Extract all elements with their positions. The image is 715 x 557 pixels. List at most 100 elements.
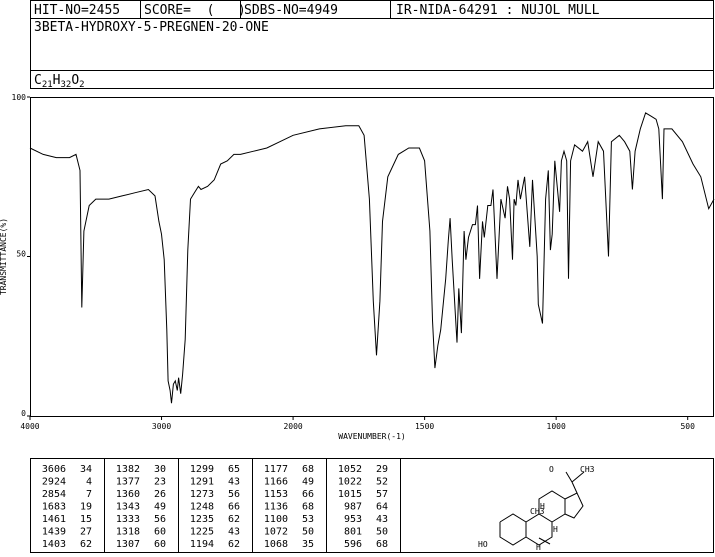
x-tick-label: 4000 bbox=[20, 422, 39, 431]
peak-transmittance: 57 bbox=[376, 489, 388, 500]
peak-transmittance: 50 bbox=[376, 527, 388, 538]
peak-wavenumber: 1022 bbox=[338, 477, 362, 488]
peak-wavenumber: 987 bbox=[344, 502, 362, 513]
peak-transmittance: 50 bbox=[302, 527, 314, 538]
atom-label: O bbox=[549, 465, 554, 474]
peak-transmittance: 56 bbox=[228, 489, 240, 500]
atom-label: H bbox=[553, 525, 558, 534]
atom-label: HO bbox=[478, 540, 488, 549]
peak-wavenumber: 1225 bbox=[190, 527, 214, 538]
peak-transmittance: 64 bbox=[376, 502, 388, 513]
method: IR-NIDA-64291 : NUJOL MULL bbox=[396, 3, 600, 18]
peak-wavenumber: 3606 bbox=[42, 464, 66, 475]
sdbs-no: SDBS-NO=4949 bbox=[244, 3, 338, 18]
atom-label: H bbox=[536, 543, 541, 552]
peak-wavenumber: 1360 bbox=[116, 489, 140, 500]
peak-wavenumber: 1299 bbox=[190, 464, 214, 475]
peak-wavenumber: 1333 bbox=[116, 514, 140, 525]
peak-transmittance: 56 bbox=[154, 514, 166, 525]
peak-transmittance: 66 bbox=[302, 489, 314, 500]
score: SCORE= ( ) bbox=[144, 3, 246, 18]
plot-frame bbox=[30, 97, 714, 417]
peak-transmittance: 29 bbox=[376, 464, 388, 475]
structure-drawing bbox=[499, 471, 585, 546]
element: C bbox=[34, 73, 42, 88]
subscript: 32 bbox=[61, 80, 72, 90]
peak-wavenumber: 1136 bbox=[264, 502, 288, 513]
peak-transmittance: 43 bbox=[228, 527, 240, 538]
x-tick-label: 2000 bbox=[283, 422, 302, 431]
peak-transmittance: 66 bbox=[228, 502, 240, 513]
peak-transmittance: 43 bbox=[228, 477, 240, 488]
element: H bbox=[53, 73, 61, 88]
peak-transmittance: 62 bbox=[228, 539, 240, 550]
peak-transmittance: 65 bbox=[228, 464, 240, 475]
y-tick-label: 0 bbox=[21, 409, 26, 418]
peak-transmittance: 52 bbox=[376, 477, 388, 488]
peak-transmittance: 30 bbox=[154, 464, 166, 475]
peak-transmittance: 49 bbox=[154, 502, 166, 513]
peak-transmittance: 43 bbox=[376, 514, 388, 525]
subscript: 21 bbox=[42, 80, 53, 90]
peak-wavenumber: 596 bbox=[344, 539, 362, 550]
peak-wavenumber: 1015 bbox=[338, 489, 362, 500]
peak-transmittance: 68 bbox=[302, 464, 314, 475]
peak-transmittance: 68 bbox=[376, 539, 388, 550]
peak-transmittance: 60 bbox=[154, 539, 166, 550]
peak-wavenumber: 1291 bbox=[190, 477, 214, 488]
x-axis-label: WAVENUMBER(-1) bbox=[338, 432, 405, 441]
peak-wavenumber: 1403 bbox=[42, 539, 66, 550]
peak-wavenumber: 2854 bbox=[42, 489, 66, 500]
element: O bbox=[71, 73, 79, 88]
atom-label: H bbox=[540, 502, 545, 511]
peak-transmittance: 62 bbox=[80, 539, 92, 550]
peak-wavenumber: 1235 bbox=[190, 514, 214, 525]
spectrum-line bbox=[29, 112, 715, 404]
peak-wavenumber: 1382 bbox=[116, 464, 140, 475]
peak-transmittance: 53 bbox=[302, 514, 314, 525]
peak-transmittance: 26 bbox=[154, 489, 166, 500]
subscript: 2 bbox=[79, 80, 84, 90]
x-tick-label: 500 bbox=[680, 422, 695, 431]
x-tick-label: 1500 bbox=[415, 422, 434, 431]
peak-wavenumber: 2924 bbox=[42, 477, 66, 488]
header-box bbox=[30, 0, 714, 89]
peak-wavenumber: 1194 bbox=[190, 539, 214, 550]
peak-transmittance: 34 bbox=[80, 464, 92, 475]
peak-wavenumber: 1307 bbox=[116, 539, 140, 550]
peak-wavenumber: 1439 bbox=[42, 527, 66, 538]
hit-no: HIT-NO=2455 bbox=[34, 3, 120, 18]
y-axis-label: TRANSMITTANCE(%) bbox=[0, 218, 8, 295]
structure-box bbox=[400, 458, 714, 553]
peak-wavenumber: 1166 bbox=[264, 477, 288, 488]
peak-transmittance: 62 bbox=[228, 514, 240, 525]
atom-label: CH3 bbox=[530, 507, 545, 516]
peak-wavenumber: 1318 bbox=[116, 527, 140, 538]
x-tick-label: 3000 bbox=[152, 422, 171, 431]
peak-wavenumber: 1072 bbox=[264, 527, 288, 538]
peak-wavenumber: 1377 bbox=[116, 477, 140, 488]
peak-wavenumber: 1461 bbox=[42, 514, 66, 525]
peak-transmittance: 4 bbox=[86, 477, 92, 488]
peak-wavenumber: 1068 bbox=[264, 539, 288, 550]
peak-wavenumber: 1177 bbox=[264, 464, 288, 475]
peak-transmittance: 60 bbox=[154, 527, 166, 538]
peak-wavenumber: 1683 bbox=[42, 502, 66, 513]
peak-wavenumber: 1273 bbox=[190, 489, 214, 500]
peak-wavenumber: 1153 bbox=[264, 489, 288, 500]
compound-name: 3BETA-HYDROXY-5-PREGNEN-20-ONE bbox=[34, 20, 269, 35]
peak-wavenumber: 1052 bbox=[338, 464, 362, 475]
peak-wavenumber: 801 bbox=[344, 527, 362, 538]
peak-wavenumber: 1100 bbox=[264, 514, 288, 525]
peak-wavenumber: 1248 bbox=[190, 502, 214, 513]
atom-label: CH3 bbox=[580, 465, 595, 474]
formula: C21H32O2 bbox=[34, 73, 85, 90]
peak-transmittance: 35 bbox=[302, 539, 314, 550]
peak-transmittance: 68 bbox=[302, 502, 314, 513]
x-tick-label: 1000 bbox=[547, 422, 566, 431]
peak-transmittance: 19 bbox=[80, 502, 92, 513]
peak-wavenumber: 1343 bbox=[116, 502, 140, 513]
y-tick-label: 50 bbox=[16, 250, 26, 259]
